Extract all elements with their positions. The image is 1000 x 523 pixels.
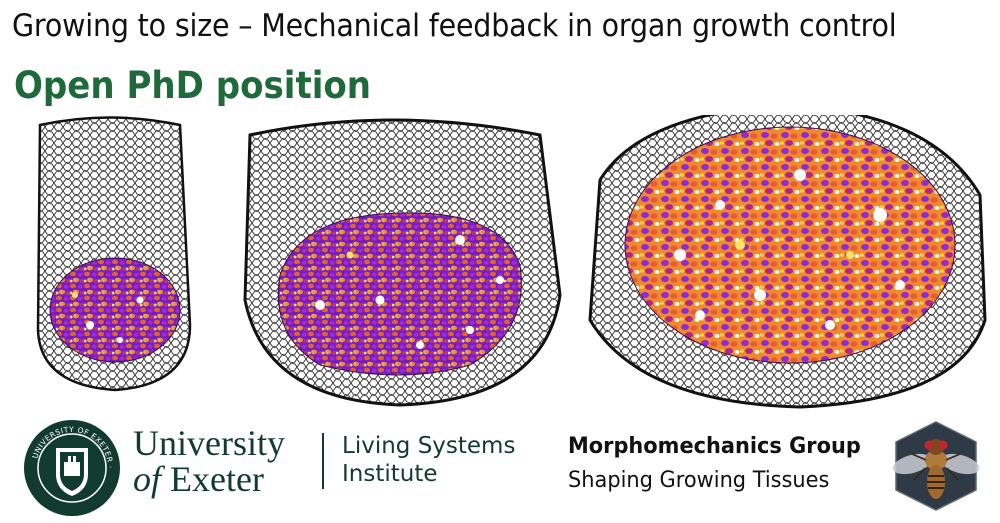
university-of: of [133,459,162,499]
page-title: Growing to size – Mechanical feedback in… [12,8,897,44]
logo-divider [322,433,324,489]
institute-line1: Living Systems [342,433,516,459]
position-heading: Open PhD position [14,64,372,107]
group-name: Morphomechanics Group [568,434,861,459]
tissue-growth-figure [36,115,987,409]
institute-line2: Institute [342,461,438,487]
fly-badge-icon [892,421,980,511]
university-exeter: Exeter [170,459,264,499]
tissue-sample-large [588,115,987,409]
university-name: University of Exeter [133,425,285,497]
university-crest-logo: UNIVERSITY OF EXETER · LUCEM SEQUIMUR [22,418,120,516]
university-line1: University [133,423,285,463]
group-tagline: Shaping Growing Tissues [568,468,830,493]
tissue-sample-small [36,116,192,392]
institute-name: Living Systems Institute [342,432,515,488]
tissue-sample-medium [243,118,562,407]
